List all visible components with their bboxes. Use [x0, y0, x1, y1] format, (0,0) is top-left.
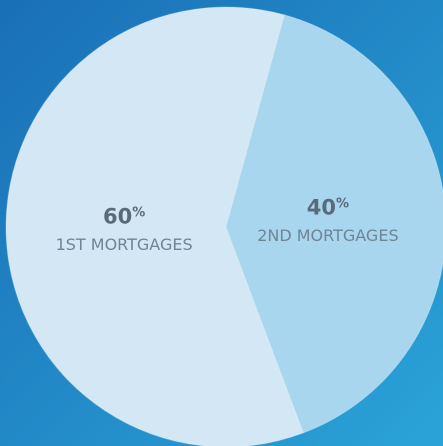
value-label: 40% [307, 195, 349, 219]
category-label: 2ND MORTGAGES [257, 226, 398, 245]
pie [5, 6, 443, 446]
pie-slice [225, 14, 443, 434]
category-label: 1ST MORTGAGES [56, 235, 193, 254]
value-label: 60% [103, 205, 145, 229]
labels: 60% 1ST MORTGAGES 40% 2ND MORTGAGES [56, 195, 399, 254]
pie-slice [5, 6, 305, 446]
